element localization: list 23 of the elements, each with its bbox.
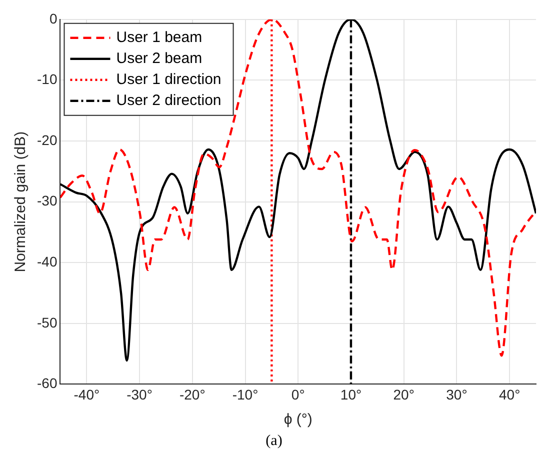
legend-label: User 1 beam: [116, 29, 202, 46]
x-tick-label: -10°: [232, 386, 258, 402]
y-axis-title: Normalized gain (dB): [12, 131, 30, 272]
x-axis-title: ϕ (°): [284, 411, 312, 428]
legend-label: User 2 direction: [116, 92, 222, 110]
x-tick-label: 20°: [393, 386, 414, 402]
x-tick-label: -20°: [179, 386, 206, 402]
y-tick-label: -30: [37, 192, 58, 209]
x-tick-label: 10°: [340, 386, 362, 402]
y-tick-label: -50: [37, 314, 58, 330]
x-tick-label: -30°: [126, 386, 152, 402]
x-tick-label: 0°: [291, 386, 305, 402]
x-tick-label: 40°: [498, 386, 520, 402]
y-tick-label: -60: [37, 375, 58, 392]
y-tick-label: -10: [37, 71, 58, 88]
x-tick-label: 30°: [446, 386, 468, 402]
y-tick-label: -20: [37, 132, 58, 148]
y-tick-label: -40: [37, 253, 58, 270]
text: (a): [264, 433, 284, 450]
x-tick-label: -40°: [74, 386, 100, 402]
legend-label: User 2 beam: [116, 50, 202, 68]
legend-label: User 1 direction: [116, 71, 222, 88]
y-tick-label: 0: [49, 10, 58, 26]
